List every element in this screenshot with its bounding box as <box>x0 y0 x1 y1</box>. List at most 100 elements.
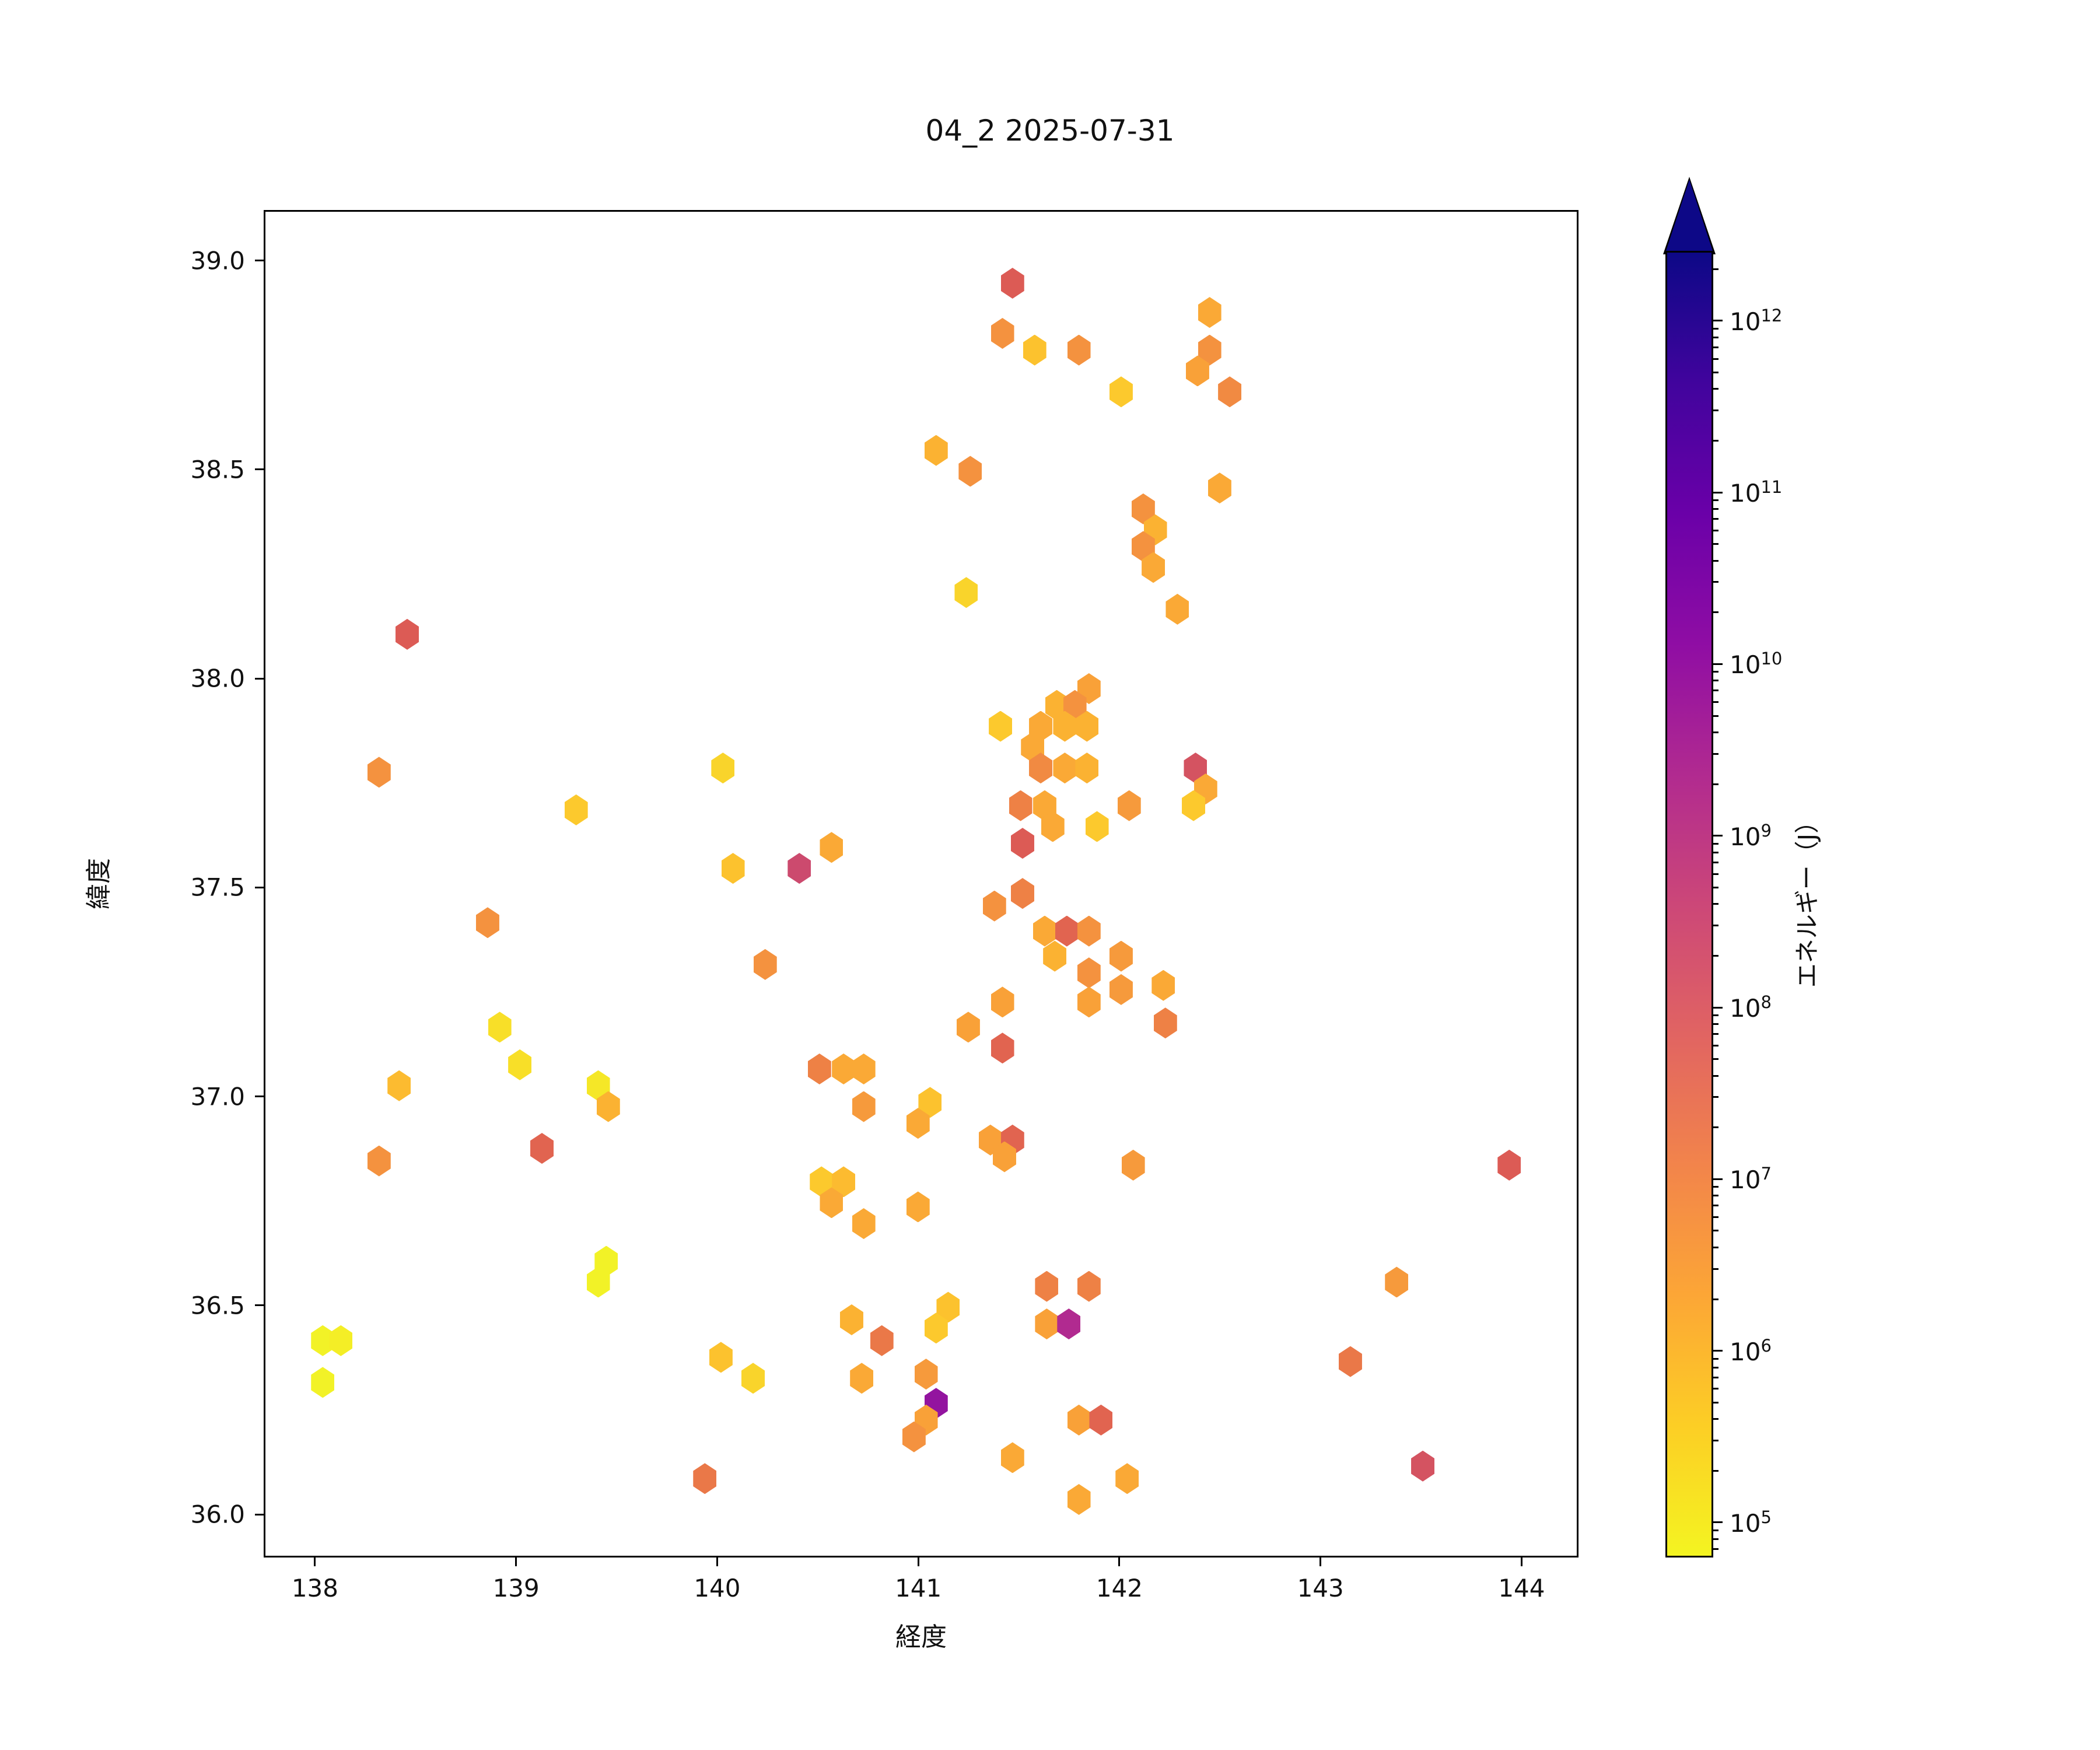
hexbin-point <box>1077 957 1101 989</box>
colorbar-minor-tick <box>1713 1205 1718 1207</box>
hexbin-point <box>475 907 499 939</box>
hexbin-point <box>709 1342 733 1373</box>
hexbin-point <box>807 1054 831 1085</box>
colorbar-minor-tick <box>1713 671 1718 673</box>
colorbar-tick <box>1713 491 1723 494</box>
hexbin-point <box>1000 268 1024 299</box>
x-tick-label: 140 <box>694 1574 741 1602</box>
colorbar-minor-tick <box>1713 903 1718 905</box>
hexbin-point <box>1089 1404 1113 1436</box>
y-tick-label: 39.0 <box>190 246 245 275</box>
colorbar-minor-tick <box>1713 327 1718 330</box>
colorbar-minor-tick <box>1713 783 1718 785</box>
hexbin-point <box>741 1363 765 1394</box>
colorbar-minor-tick <box>1713 358 1718 360</box>
y-axis-label: 緯度 <box>84 858 114 909</box>
colorbar-tick <box>1713 320 1723 322</box>
colorbar-tick <box>1713 663 1723 665</box>
colorbar-tick-label: 107 <box>1730 1164 1772 1195</box>
hexbin-point <box>1121 1149 1145 1181</box>
hexbin-point <box>1035 1270 1059 1302</box>
hexbin-point <box>1109 974 1133 1005</box>
hexbin-point <box>488 1012 512 1043</box>
colorbar-minor-tick <box>1713 581 1718 583</box>
colorbar-minor-tick <box>1713 873 1718 875</box>
hexbin-point <box>711 752 735 784</box>
x-tick-label: 144 <box>1498 1574 1545 1602</box>
hexbin-point <box>387 1070 411 1101</box>
colorbar-minor-tick <box>1713 1074 1718 1077</box>
colorbar-tick-label: 1011 <box>1730 477 1783 508</box>
colorbar-minor-tick <box>1713 1033 1718 1035</box>
hexbin-point <box>1055 915 1079 947</box>
colorbar-tick <box>1713 835 1723 837</box>
hexbin-point <box>1338 1346 1362 1377</box>
hexbin-point <box>852 1208 876 1240</box>
colorbar-minor-tick <box>1713 1195 1718 1197</box>
colorbar-minor-tick <box>1713 1548 1718 1550</box>
colorbar-tick <box>1713 1006 1723 1009</box>
hexbin-point <box>924 435 948 466</box>
colorbar-minor-tick <box>1713 559 1718 562</box>
hexbin-point <box>1385 1266 1409 1298</box>
y-tick-label: 38.5 <box>190 455 245 484</box>
hexbin-point <box>1117 790 1141 821</box>
colorbar-minor-tick <box>1713 1366 1718 1368</box>
colorbar-minor-tick <box>1713 1230 1718 1232</box>
hexbin-point <box>311 1367 335 1398</box>
hexbin-point <box>832 1054 856 1085</box>
colorbar-minor-tick <box>1713 1469 1718 1472</box>
x-tick <box>716 1558 718 1566</box>
hexbin-point <box>1077 986 1101 1018</box>
hexbin-point <box>508 1049 532 1080</box>
hexbin-point <box>1153 1007 1177 1039</box>
hexbin-point <box>596 1091 620 1122</box>
colorbar-minor-tick <box>1713 752 1718 755</box>
colorbar-minor-tick <box>1713 1538 1718 1540</box>
hexbin-point <box>914 1359 938 1390</box>
colorbar-minor-tick <box>1713 1126 1718 1129</box>
y-tick-label: 36.5 <box>190 1291 245 1320</box>
hexbin-point <box>1182 790 1206 821</box>
hexbin-point <box>820 832 844 863</box>
y-tick-label: 37.0 <box>190 1082 245 1111</box>
colorbar-minor-tick <box>1713 1376 1718 1378</box>
hexbin-point <box>958 456 982 487</box>
hexbin-point <box>1010 828 1034 859</box>
x-tick-label: 139 <box>492 1574 540 1602</box>
colorbar-minor-tick <box>1713 680 1718 682</box>
hexbin-point <box>991 318 1014 349</box>
colorbar-tick-label: 105 <box>1730 1507 1772 1538</box>
hexbin-point <box>530 1133 554 1164</box>
hexbin-point <box>1109 376 1133 408</box>
colorbar-minor-tick <box>1713 1096 1718 1098</box>
x-tick <box>515 1558 517 1566</box>
colorbar-minor-tick <box>1713 1058 1718 1060</box>
colorbar-minor-tick <box>1713 732 1718 734</box>
colorbar-minor-tick <box>1713 336 1718 338</box>
y-tick <box>255 1513 264 1516</box>
hexbin-point <box>1057 1308 1081 1340</box>
hexbin-point <box>1085 811 1109 842</box>
hexbin-point <box>1115 1463 1139 1494</box>
hexbin-point <box>1077 915 1101 947</box>
colorbar-minor-tick <box>1713 499 1718 502</box>
hexbin-point <box>1067 334 1091 366</box>
colorbar-minor-tick <box>1713 1418 1718 1420</box>
colorbar-tick-label: 1010 <box>1730 649 1783 680</box>
colorbar-minor-tick <box>1713 1401 1718 1404</box>
y-tick <box>255 677 264 680</box>
hexbin-point <box>1411 1450 1435 1482</box>
x-tick <box>1320 1558 1322 1566</box>
colorbar-minor-tick <box>1713 371 1718 373</box>
x-tick <box>917 1558 919 1566</box>
hexbin-point <box>992 1141 1016 1172</box>
hexbin-point <box>1166 593 1189 625</box>
x-tick-label: 143 <box>1297 1574 1344 1602</box>
colorbar-minor-tick <box>1713 410 1718 412</box>
hexbin-point <box>1497 1149 1521 1181</box>
colorbar-tick-label: 1012 <box>1730 305 1783 336</box>
hexbin-point <box>1035 1308 1059 1340</box>
hexbin-point <box>906 1108 930 1139</box>
